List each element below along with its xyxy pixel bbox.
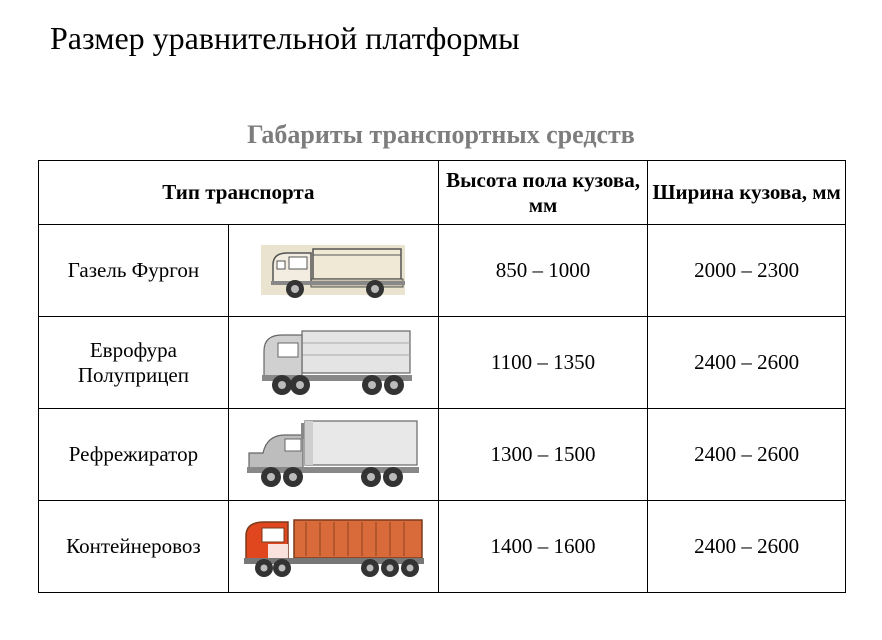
van-icon <box>253 235 413 307</box>
vehicle-image-cell <box>228 409 438 501</box>
vehicle-floor-height: 1400 – 1600 <box>438 501 648 593</box>
vehicle-image-cell <box>228 501 438 593</box>
vehicle-dimensions-table: Тип транспорта Высота пола кузова, мм Ши… <box>38 160 846 593</box>
table-row: Еврофура Полуприцеп <box>39 317 846 409</box>
reefer-icon <box>243 413 423 497</box>
vehicle-body-width: 2400 – 2600 <box>648 501 846 593</box>
table-subtitle: Габариты транспортных средств <box>0 120 882 150</box>
vehicle-label: Рефрежиратор <box>39 409 229 501</box>
vehicle-floor-height: 850 – 1000 <box>438 225 648 317</box>
page-title: Размер уравнительной платформы <box>50 18 520 58</box>
vehicle-label: Газель Фургон <box>39 225 229 317</box>
vehicle-label: Контейнеровоз <box>39 501 229 593</box>
vehicle-floor-height: 1100 – 1350 <box>438 317 648 409</box>
col-header-floor-height: Высота пола кузова, мм <box>438 161 648 225</box>
vehicle-body-width: 2400 – 2600 <box>648 317 846 409</box>
vehicle-label: Еврофура Полуприцеп <box>39 317 229 409</box>
vehicle-body-width: 2400 – 2600 <box>648 409 846 501</box>
vehicle-body-width: 2000 – 2300 <box>648 225 846 317</box>
table-row: Рефрежиратор <box>39 409 846 501</box>
col-header-body-width: Ширина кузова, мм <box>648 161 846 225</box>
semi-icon <box>248 321 418 405</box>
vehicle-image-cell <box>228 317 438 409</box>
container-icon <box>238 510 428 584</box>
vehicle-floor-height: 1300 – 1500 <box>438 409 648 501</box>
col-header-type: Тип транспорта <box>39 161 439 225</box>
table-row: Газель Фургон 850 <box>39 225 846 317</box>
table-header-row: Тип транспорта Высота пола кузова, мм Ши… <box>39 161 846 225</box>
vehicle-image-cell <box>228 225 438 317</box>
table-row: Контейнеровоз <box>39 501 846 593</box>
